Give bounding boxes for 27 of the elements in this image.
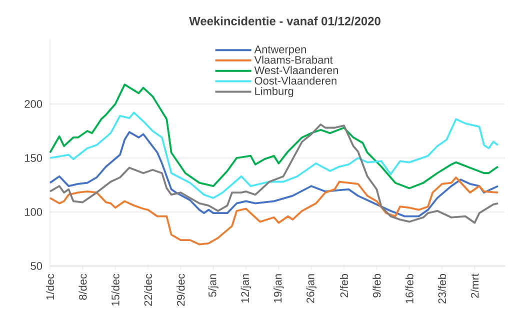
x-tick-label: 2/feb xyxy=(340,274,348,298)
x-tick-label: 15/dec xyxy=(111,274,120,306)
legend-label: Limburg xyxy=(255,86,294,98)
line-series xyxy=(49,176,499,246)
x-tick-label: 5/jan xyxy=(208,274,218,297)
legend-label: West-Vlaanderen xyxy=(254,66,338,74)
legend-label: Vlaams-Brabant xyxy=(254,56,333,64)
x-tick-label: 2/mrt xyxy=(470,274,479,298)
x-tick-label: 29/dec xyxy=(176,274,185,306)
x-tick-label: 1/dec xyxy=(46,274,54,300)
y-tick-label: 100 xyxy=(25,208,42,216)
x-tick-label: 8/dec xyxy=(78,274,87,300)
chart-title: Weekincidentie - vanaf 01/12/2020 xyxy=(189,16,380,26)
x-tick-label: 12/jan xyxy=(240,274,252,303)
y-tick-label: 50 xyxy=(30,262,42,270)
x-tick-label: 22/dec xyxy=(144,274,152,306)
y-tick-label: 200 xyxy=(24,100,42,108)
y-tick-label: 150 xyxy=(25,154,42,162)
legend-label: Oost-Vlaanderen xyxy=(254,76,336,85)
x-tick-label: 16/feb xyxy=(405,274,414,304)
line-series xyxy=(49,84,499,190)
legend-label: Antwerpen xyxy=(254,46,306,56)
x-tick-label: 23/feb xyxy=(438,274,446,304)
line-series xyxy=(49,112,499,199)
x-tick-label: 9/feb xyxy=(372,274,381,298)
x-tick-label: 19/jan xyxy=(274,274,284,303)
x-tick-label: 26/jan xyxy=(306,274,316,303)
